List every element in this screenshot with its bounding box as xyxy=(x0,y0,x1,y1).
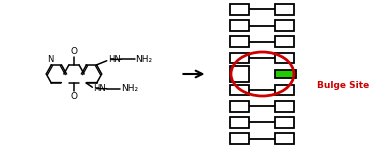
Bar xyxy=(231,36,249,47)
Bar xyxy=(275,117,294,128)
Text: O: O xyxy=(70,47,77,56)
Text: NH₂: NH₂ xyxy=(121,84,138,93)
Bar xyxy=(231,101,249,112)
Bar xyxy=(275,133,294,144)
Bar xyxy=(231,20,249,31)
Bar xyxy=(231,66,249,82)
Bar xyxy=(231,4,249,15)
Text: NH₂: NH₂ xyxy=(135,55,153,64)
Bar xyxy=(275,101,294,112)
Text: Bulge Site: Bulge Site xyxy=(317,81,369,90)
Bar xyxy=(231,85,249,95)
Bar xyxy=(275,70,296,78)
Bar xyxy=(231,117,249,128)
Bar xyxy=(231,53,249,63)
Text: HN: HN xyxy=(93,84,106,93)
Bar xyxy=(231,133,249,144)
Text: N: N xyxy=(47,55,53,64)
Bar xyxy=(275,36,294,47)
Bar xyxy=(275,20,294,31)
Text: O: O xyxy=(70,92,77,101)
Bar xyxy=(275,85,294,95)
Bar xyxy=(275,53,294,63)
Bar xyxy=(275,4,294,15)
Text: HN: HN xyxy=(108,55,121,64)
